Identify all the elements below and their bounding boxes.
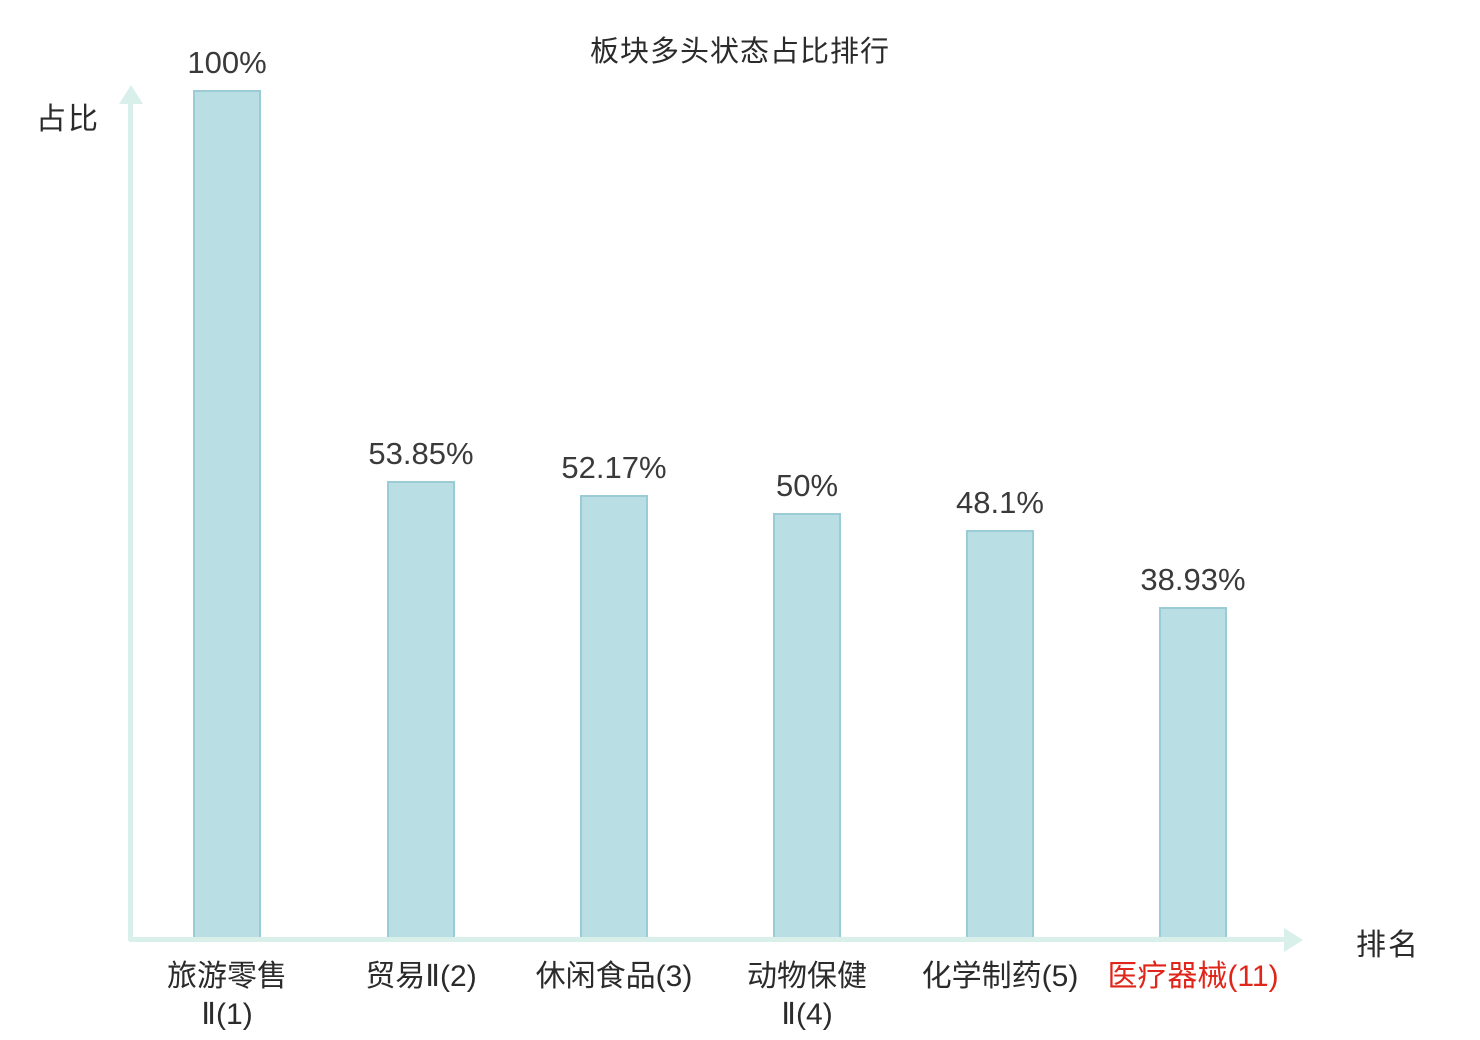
bar-1: [193, 90, 261, 937]
y-axis-line: [128, 102, 133, 940]
value-label-3: 52.17%: [561, 450, 667, 485]
y-axis-label: 占比: [36, 103, 100, 136]
category-label-3: 休闲食品(3): [535, 960, 693, 993]
category-label-4: 动物保健 Ⅱ(4): [747, 960, 867, 1031]
bar-3: [580, 495, 648, 937]
x-axis-arrow-icon: [1284, 928, 1303, 952]
category-label-5: 化学制药(5): [921, 960, 1079, 993]
x-axis-line: [128, 937, 1286, 942]
value-label-4: 50%: [775, 468, 839, 503]
category-label-2: 贸易Ⅱ(2): [365, 960, 477, 993]
y-axis-arrow-icon: [119, 85, 143, 104]
x-axis-label: 排名: [1356, 929, 1420, 962]
value-label-2: 53.85%: [368, 436, 474, 471]
category-label-1: 旅游零售 Ⅱ(1): [167, 960, 287, 1031]
value-label-6: 38.93%: [1140, 562, 1246, 597]
bar-6: [1159, 607, 1227, 937]
chart-title: 板块多头状态占比排行: [589, 36, 890, 68]
category-label-6: 医疗器械(11): [1107, 960, 1279, 993]
value-label-1: 100%: [187, 45, 267, 80]
bar-4: [773, 513, 841, 937]
value-label-5: 48.1%: [956, 485, 1044, 520]
bar-5: [966, 530, 1034, 937]
bar-2: [387, 481, 455, 937]
